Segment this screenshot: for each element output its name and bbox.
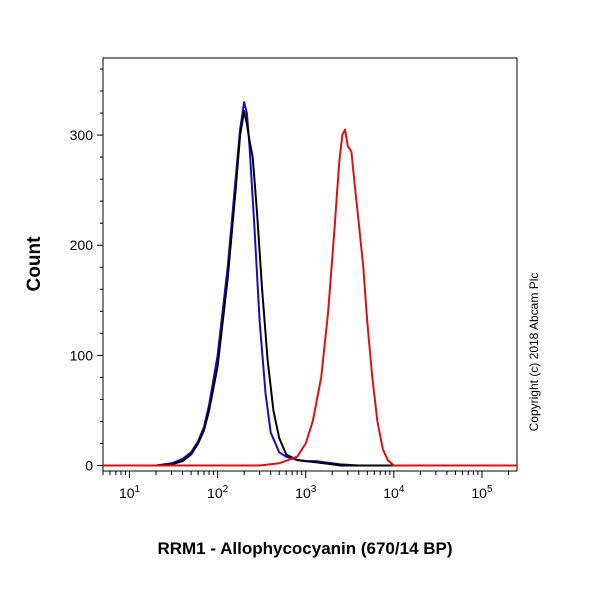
x-tick-label: 102	[207, 484, 229, 501]
x-tick-label: 103	[295, 484, 317, 501]
x-tick-label: 101	[119, 484, 141, 501]
y-tick-label: 0	[85, 457, 93, 473]
y-tick-label: 100	[70, 347, 94, 363]
copyright-notice: Copyright (c) 2018 Abcam Plc	[527, 273, 541, 432]
y-axis-ticks: 0 100 200 300	[70, 68, 103, 473]
y-tick-label: 300	[70, 127, 94, 143]
blue-histogram-line	[103, 101, 517, 467]
red-histogram-line	[103, 128, 517, 467]
histogram-series	[103, 101, 517, 467]
y-tick-label: 200	[70, 237, 94, 253]
x-tick-label: 105	[471, 484, 493, 501]
black-histogram-line	[103, 109, 517, 467]
plot-frame	[102, 57, 518, 472]
x-axis-title: RRM1 - Allophycocyanin (670/14 BP)	[157, 539, 452, 558]
x-axis-ticks: 101 102 103 104 105	[102, 471, 509, 501]
y-axis-title: Count	[24, 236, 45, 292]
x-tick-label: 104	[383, 484, 405, 501]
